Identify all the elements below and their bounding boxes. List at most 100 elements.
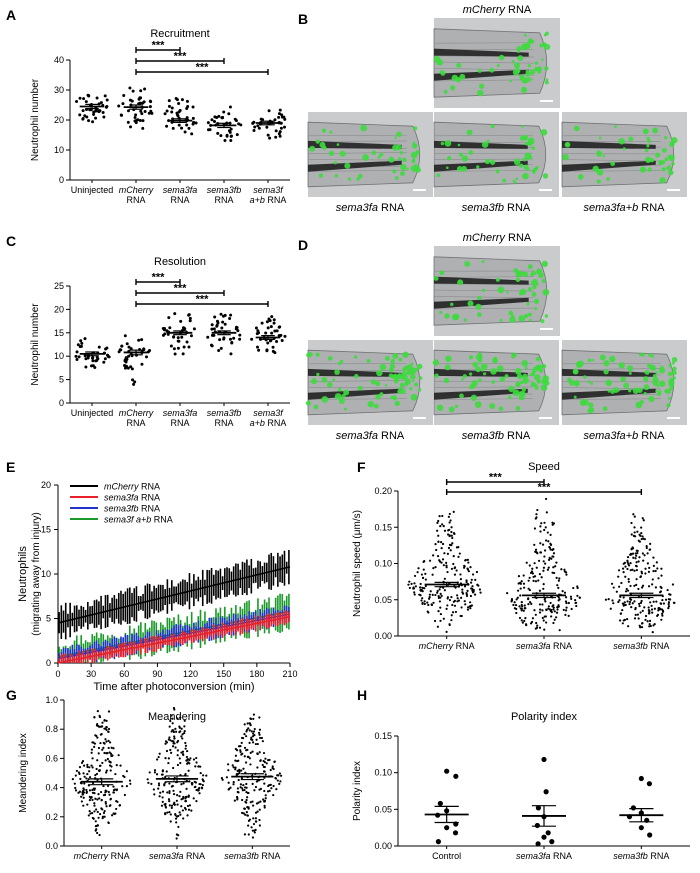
x-tick-label-gene: mCherry [74, 851, 109, 861]
data-point [434, 542, 437, 546]
data-point [180, 98, 184, 102]
data-point [103, 719, 106, 722]
data-point [206, 128, 210, 132]
data-point [549, 533, 552, 536]
data-point [236, 790, 239, 794]
series-mcherry-rna [57, 550, 291, 640]
data-point [164, 776, 167, 779]
data-point [283, 117, 287, 121]
data-point [267, 317, 271, 321]
data-point [186, 749, 189, 753]
neutrophil-cell [652, 373, 657, 379]
data-point [439, 612, 442, 616]
data-point [201, 783, 204, 787]
data-point [434, 566, 437, 569]
data-point [439, 525, 442, 528]
x-tick-label-line: sema3f [253, 185, 284, 195]
data-point [450, 614, 453, 617]
data-point [522, 574, 525, 577]
data-point [186, 804, 190, 808]
data-point [217, 348, 221, 352]
neutrophil-cell [366, 358, 371, 363]
neutrophil-cell [516, 49, 520, 53]
data-point [176, 803, 179, 806]
data-point [423, 600, 426, 603]
data-point [192, 758, 196, 761]
neutrophil-cell [402, 157, 407, 163]
legend-label-gene: sema3fa [104, 493, 139, 503]
data-point [187, 794, 190, 797]
neutrophil-cell [541, 260, 548, 268]
neutrophil-cell [598, 136, 602, 140]
data-point [638, 533, 641, 536]
neutrophil-cell [534, 61, 538, 65]
data-point [165, 124, 169, 128]
data-point [150, 782, 153, 786]
neutrophil-cell [413, 126, 418, 131]
data-point [261, 763, 264, 767]
x-tick-label-line: sema3fb RNA [613, 851, 669, 861]
x-tick-label-line: mCherry [119, 185, 154, 195]
data-point [171, 784, 174, 788]
neutrophil-cell [672, 366, 677, 371]
data-point [413, 593, 416, 596]
data-point [554, 565, 557, 568]
neutrophil-cell [377, 155, 381, 159]
x-tick-label: 150 [216, 669, 231, 679]
data-point [564, 613, 567, 616]
data-point [101, 815, 105, 818]
data-point [544, 549, 547, 552]
neutrophil-cell [620, 376, 626, 382]
data-point [183, 327, 187, 331]
data-point [229, 139, 233, 143]
data-point [533, 543, 536, 546]
data-point [160, 804, 164, 807]
data-point [441, 558, 445, 561]
data-point [254, 817, 258, 820]
data-point [166, 791, 169, 794]
data-point [185, 759, 188, 762]
data-point [534, 627, 537, 630]
data-point [638, 556, 641, 559]
data-point [553, 618, 556, 621]
data-point [437, 540, 440, 543]
data-point [427, 611, 430, 614]
data-point [174, 817, 178, 820]
data-point [264, 794, 267, 797]
data-point [527, 587, 530, 590]
neutrophil-cell [461, 378, 464, 381]
data-point [178, 725, 181, 728]
neutrophil-cell [531, 370, 536, 374]
neutrophil-cell [404, 378, 412, 385]
data-point [651, 631, 654, 634]
neutrophil-cell [313, 404, 319, 410]
neutrophil-cell [477, 68, 482, 73]
data-point [128, 779, 132, 782]
significance-label: *** [174, 51, 188, 63]
y-axis-label: Neutrophils [17, 546, 29, 602]
data-point [228, 337, 232, 341]
data-point [255, 820, 258, 823]
data-point [173, 352, 177, 356]
data-point [515, 598, 518, 601]
data-point [77, 355, 81, 359]
micrograph-label: sema3fa+b RNA [583, 430, 665, 442]
neutrophil-cell [318, 173, 324, 178]
data-point [172, 742, 175, 745]
data-point [280, 774, 283, 777]
data-point [237, 772, 240, 775]
x-tick-label-gene: sema3f [253, 185, 284, 195]
data-point [243, 788, 246, 792]
neutrophil-cell [524, 366, 528, 370]
data-point [166, 811, 169, 814]
data-point [457, 599, 461, 602]
data-point [100, 799, 103, 802]
data-point [525, 561, 528, 564]
data-point [173, 803, 176, 806]
data-point [446, 552, 449, 555]
data-point [247, 755, 250, 758]
data-point [452, 510, 455, 514]
data-point [443, 552, 446, 555]
y-tick-label: 20 [41, 480, 51, 490]
neutrophil-cell [457, 279, 464, 286]
